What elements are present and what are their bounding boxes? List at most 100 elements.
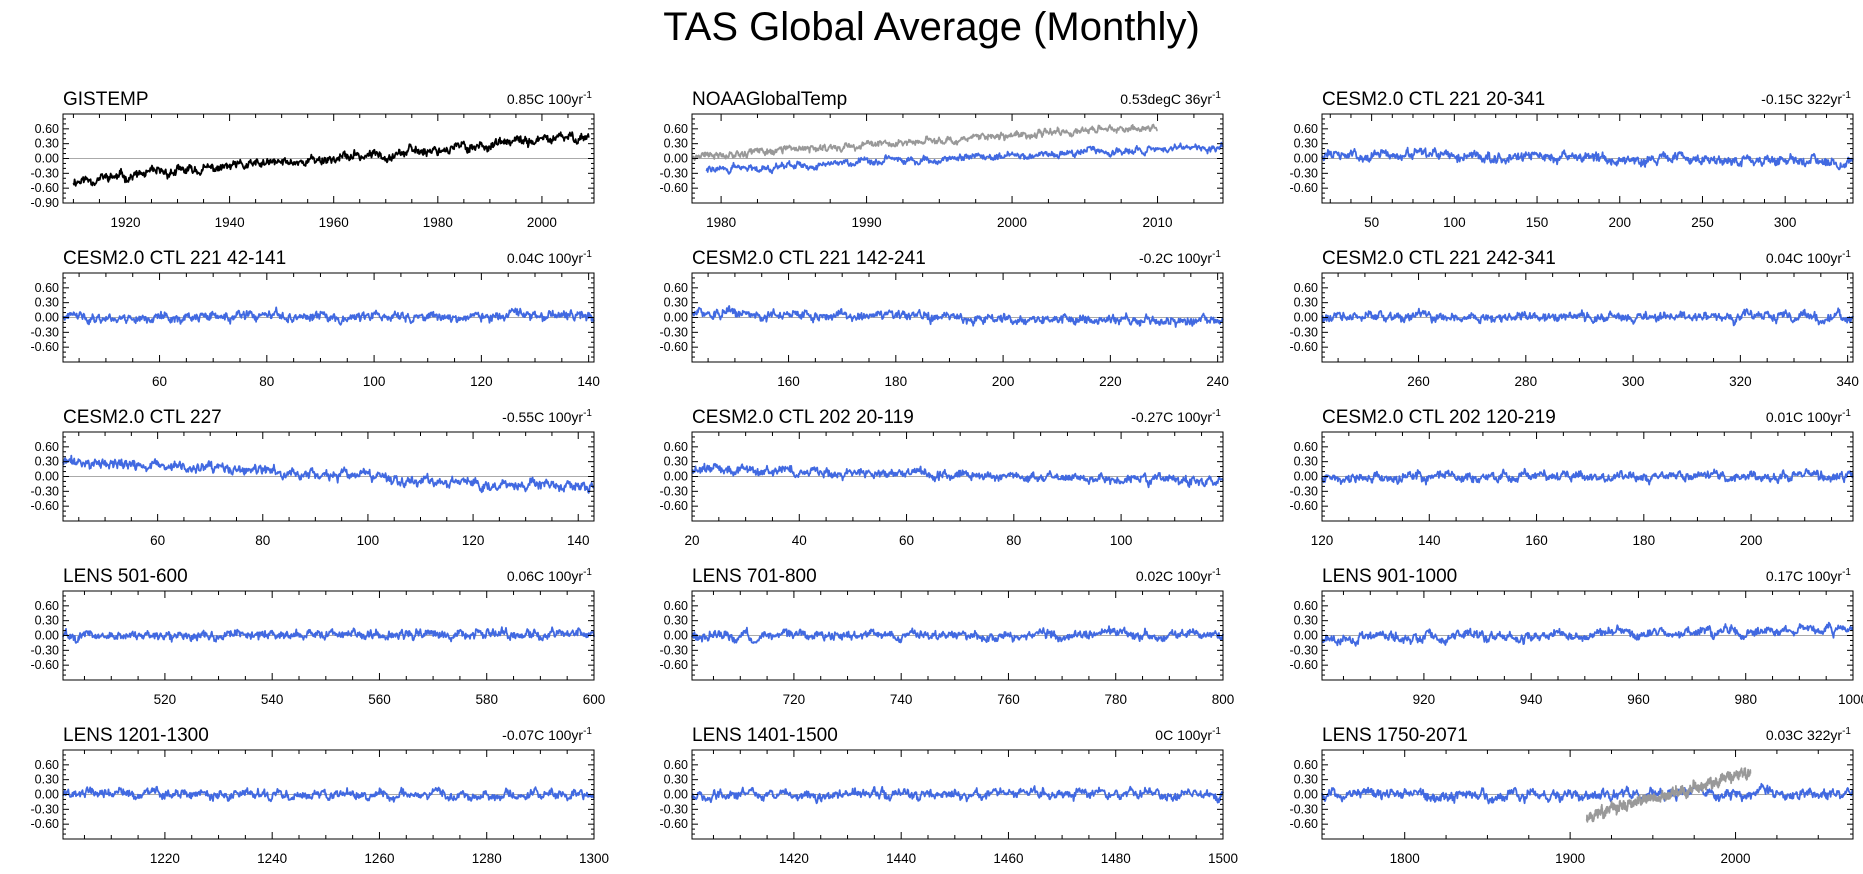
- y-tick-label: 0.60: [1294, 122, 1318, 136]
- y-tick-label: -0.60: [1290, 499, 1319, 513]
- x-tick-label: 600: [583, 692, 606, 707]
- trend-exponent: -1: [1842, 408, 1851, 419]
- panel-title: CESM2.0 CTL 221 20-341: [1322, 89, 1545, 110]
- y-tick-label: 0.00: [664, 788, 688, 802]
- x-tick-label: 200: [1740, 533, 1763, 548]
- panel-title: LENS 1401-1500: [692, 725, 838, 746]
- trend-exponent: -1: [1842, 249, 1851, 260]
- series-line: [1321, 782, 1854, 805]
- y-tick-label: 0.00: [1294, 152, 1318, 166]
- x-tick-label: 60: [899, 533, 914, 548]
- panel-title: LENS 901-1000: [1322, 566, 1457, 587]
- x-tick-label: 740: [890, 692, 913, 707]
- trend-label: -0.2C 100yr-1: [1139, 249, 1221, 266]
- x-tick-label: 220: [1099, 374, 1122, 389]
- x-tick-label: 50: [1364, 215, 1379, 230]
- y-tick-label: -0.30: [31, 484, 60, 498]
- y-tick-label: 0.30: [1294, 614, 1318, 628]
- x-tick-label: 720: [783, 692, 806, 707]
- y-tick-label: 0.30: [664, 296, 688, 310]
- y-tick-label: -0.30: [1290, 325, 1319, 339]
- y-tick-label: 0.60: [1294, 758, 1318, 772]
- panel-title: CESM2.0 CTL 202 120-219: [1322, 407, 1556, 428]
- x-tick-label: 1420: [779, 851, 809, 866]
- chart-panel: CESM2.0 CTL 221 42-141 0.04C 100yr-10.600…: [31, 248, 600, 389]
- y-tick-label: 0.60: [1294, 599, 1318, 613]
- x-tick-label: 1940: [215, 215, 245, 230]
- y-tick-label: -0.30: [660, 325, 689, 339]
- trend-label: 0.02C 100yr-1: [1136, 567, 1222, 584]
- y-tick-label: 0.30: [35, 614, 59, 628]
- x-tick-label: 560: [368, 692, 391, 707]
- y-tick-label: -0.60: [31, 181, 60, 195]
- y-tick-label: 0.30: [35, 137, 59, 151]
- trend-label: 0.06C 100yr-1: [507, 567, 593, 584]
- trend-exponent: -1: [1842, 90, 1851, 101]
- y-tick-label: 0.00: [1294, 629, 1318, 643]
- y-tick-label: 0.60: [35, 122, 59, 136]
- x-tick-label: 1440: [886, 851, 916, 866]
- series-line: [72, 131, 590, 187]
- trend-exponent: -1: [583, 408, 592, 419]
- x-tick-label: 760: [997, 692, 1020, 707]
- x-tick-label: 200: [992, 374, 1015, 389]
- y-tick-label: -0.60: [31, 658, 60, 672]
- x-tick-label: 100: [1110, 533, 1133, 548]
- series-line: [62, 785, 595, 803]
- y-tick-label: 0.60: [35, 758, 59, 772]
- y-tick-label: 0.60: [664, 758, 688, 772]
- x-tick-label: 180: [1633, 533, 1656, 548]
- x-tick-label: 340: [1836, 374, 1859, 389]
- x-tick-label: 1980: [706, 215, 736, 230]
- y-tick-label: 0.00: [664, 470, 688, 484]
- x-tick-label: 240: [1206, 374, 1229, 389]
- x-tick-label: 160: [1525, 533, 1548, 548]
- x-tick-label: 200: [1608, 215, 1631, 230]
- x-tick-label: 80: [259, 374, 274, 389]
- x-tick-label: 180: [885, 374, 908, 389]
- trend-label: 0.03C 322yr-1: [1766, 726, 1852, 743]
- y-tick-label: 0.60: [664, 599, 688, 613]
- chart-panel: NOAAGlobalTemp 0.53degC 36yr-1 0.600.300.0…: [660, 89, 1224, 230]
- series-line: [1585, 767, 1752, 823]
- y-tick-label: -0.60: [660, 181, 689, 195]
- y-tick-label: 0.00: [35, 788, 59, 802]
- x-tick-label: 960: [1627, 692, 1650, 707]
- series-line: [62, 454, 595, 494]
- trend-label: -0.27C 100yr-1: [1131, 408, 1221, 425]
- y-tick-label: -0.60: [1290, 181, 1319, 195]
- x-tick-label: 2000: [527, 215, 557, 230]
- y-tick-label: 0.60: [35, 599, 59, 613]
- y-tick-label: -0.60: [660, 817, 689, 831]
- x-tick-label: 920: [1413, 692, 1436, 707]
- x-tick-label: 150: [1526, 215, 1549, 230]
- series-line: [1321, 467, 1854, 486]
- panel-title: CESM2.0 CTL 221 142-241: [692, 248, 926, 269]
- chart-panel: LENS 1750-2071 0.03C 322yr-10.600.300.00-…: [1290, 725, 1854, 866]
- x-tick-label: 1980: [423, 215, 453, 230]
- y-tick-label: 0.60: [1294, 281, 1318, 295]
- y-tick-label: -0.30: [660, 166, 689, 180]
- y-tick-label: -0.60: [1290, 340, 1319, 354]
- y-tick-label: 0.30: [1294, 773, 1318, 787]
- trend-label: 0.85C 100yr-1: [507, 90, 593, 107]
- y-tick-label: -0.30: [31, 802, 60, 816]
- chart-panel: LENS 701-800 0.02C 100yr-10.600.300.00-0.…: [660, 566, 1235, 707]
- y-tick-label: 0.00: [664, 629, 688, 643]
- x-tick-label: 2010: [1143, 215, 1173, 230]
- y-tick-label: -0.60: [31, 499, 60, 513]
- trend-exponent: -1: [583, 90, 592, 101]
- y-tick-label: 0.00: [1294, 311, 1318, 325]
- y-tick-label: 0.00: [664, 152, 688, 166]
- y-tick-label: -0.60: [31, 817, 60, 831]
- x-tick-label: 1900: [1555, 851, 1585, 866]
- trend-exponent: -1: [583, 249, 592, 260]
- y-tick-label: -0.30: [1290, 484, 1319, 498]
- y-tick-label: -0.60: [1290, 817, 1319, 831]
- y-tick-label: 0.00: [664, 311, 688, 325]
- y-tick-label: -0.30: [660, 802, 689, 816]
- x-tick-label: 1300: [579, 851, 609, 866]
- series-line: [691, 462, 1224, 489]
- x-tick-label: 1920: [110, 215, 140, 230]
